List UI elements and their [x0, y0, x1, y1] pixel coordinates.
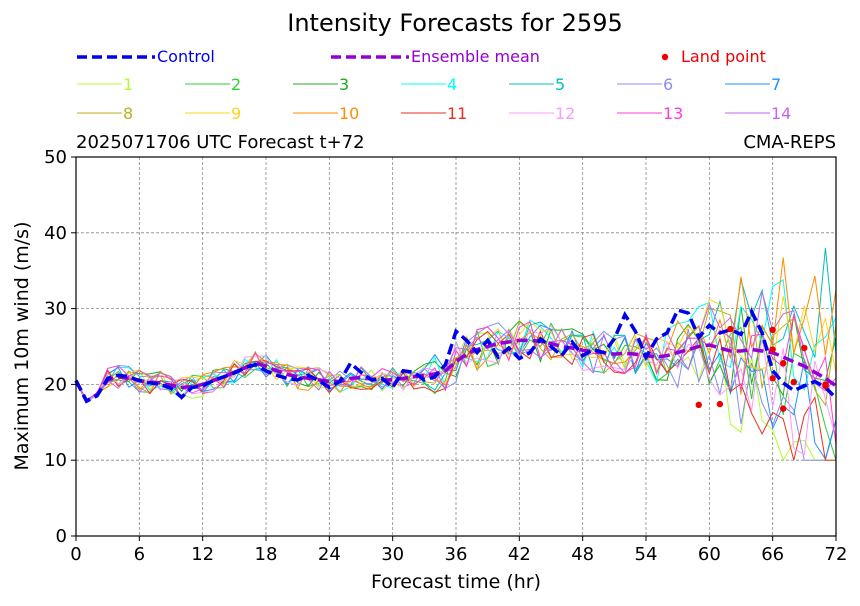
legend-member-label: 1 — [123, 75, 133, 94]
land-point-marker — [801, 344, 808, 352]
legend-member-label: 5 — [555, 75, 565, 94]
member-line-14 — [75, 291, 837, 403]
chart-title: Intensity Forecasts for 2595 — [287, 9, 622, 37]
land-point-marker — [822, 382, 829, 390]
member-line-7 — [75, 324, 837, 461]
y-tick-label: 10 — [44, 450, 67, 471]
legend-member-label: 10 — [339, 104, 359, 123]
legend-member-label: 7 — [771, 75, 781, 94]
x-axis-label: Forecast time (hr) — [371, 571, 541, 593]
x-tick-label: 18 — [255, 544, 278, 565]
member-line-12 — [75, 324, 837, 456]
legend-member-label: 14 — [771, 104, 791, 123]
x-tick-label: 60 — [698, 544, 721, 565]
control-series — [74, 307, 838, 404]
x-tick-label: 72 — [825, 544, 848, 565]
control-line — [74, 307, 838, 404]
legend-member-label: 4 — [447, 75, 457, 94]
legend-member-label: 11 — [447, 104, 467, 123]
land-point-marker — [790, 378, 797, 386]
member-line-11 — [75, 329, 836, 461]
x-tick-label: 54 — [635, 544, 658, 565]
member-line-10 — [75, 257, 837, 402]
member-line-9 — [75, 296, 837, 402]
x-tick-label: 36 — [445, 544, 468, 565]
y-tick-label: 20 — [44, 374, 67, 395]
legend-control-label: Control — [157, 47, 215, 66]
legend-member-label: 13 — [663, 104, 683, 123]
land-point-marker — [716, 400, 724, 408]
land-point-marker — [695, 401, 702, 409]
member-line-2 — [75, 322, 837, 461]
land-points — [695, 325, 829, 412]
land-point-marker — [769, 326, 776, 334]
legend-member-label: 3 — [339, 75, 349, 94]
x-tick-label: 6 — [134, 544, 145, 565]
grid — [76, 157, 836, 536]
land-point-marker — [727, 325, 734, 333]
legend-member-label: 2 — [231, 75, 241, 94]
x-tick-label: 48 — [571, 544, 594, 565]
land-point-marker — [780, 359, 787, 367]
land-point-marker — [780, 405, 787, 412]
x-tick-label: 42 — [508, 544, 531, 565]
y-axis-label: Maximum 10m wind (m/s) — [11, 222, 33, 471]
axis-ticks: 0 6 12 18 24 30 36 42 48 54 60 66 72 0 10 20 30 40 50 — [44, 147, 847, 565]
legend-member-label: 6 — [663, 75, 673, 94]
x-tick-label: 12 — [191, 544, 214, 565]
legend-member-label: 8 — [123, 104, 133, 123]
x-tick-label: 0 — [70, 544, 81, 565]
legend-member-label: 12 — [555, 104, 575, 123]
forecast-init-label: 2025071706 UTC Forecast t+72 — [76, 132, 365, 153]
y-tick-label: 0 — [56, 526, 67, 547]
legend-land-point-label: Land point — [681, 47, 766, 66]
y-tick-label: 40 — [44, 223, 67, 244]
model-name-label: CMA-REPS — [743, 132, 836, 153]
legend-land-point-marker — [661, 53, 669, 61]
y-tick-label: 50 — [44, 147, 67, 168]
ensemble-members — [75, 247, 837, 462]
legend-ensemble-mean-label: Ensemble mean — [411, 47, 540, 66]
legend-member-label: 9 — [231, 104, 241, 123]
x-tick-label: 24 — [318, 544, 341, 565]
land-point-marker — [769, 375, 776, 382]
x-tick-label: 30 — [381, 544, 404, 565]
land-point-marker — [769, 346, 776, 353]
x-tick-label: 66 — [761, 544, 784, 565]
y-tick-label: 30 — [44, 299, 67, 320]
